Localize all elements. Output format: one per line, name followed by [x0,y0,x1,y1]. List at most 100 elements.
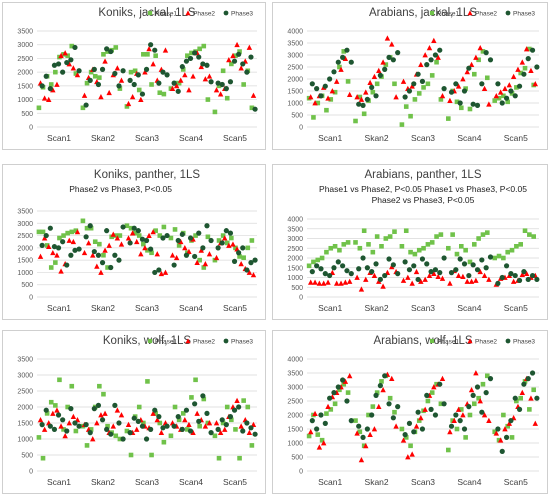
data-point-phase2 [198,63,204,70]
data-point-phase2 [162,47,169,53]
data-point-phase2 [70,238,77,245]
series-phase2 [37,229,257,278]
data-point-phase3 [227,230,234,236]
data-point-phase3 [461,426,468,432]
data-point-phase1 [467,106,473,112]
data-point-phase3 [512,272,518,279]
data-point-phase2 [178,238,184,245]
data-point-phase1 [509,91,515,96]
data-point-phase3 [487,57,494,63]
data-point-phase1 [157,90,163,96]
data-point-phase3 [160,425,166,431]
x-tick-label: Scan5 [223,303,247,313]
data-point-phase1 [514,398,519,404]
data-point-phase1 [216,455,222,461]
panel-koniks-jackal: Koniks, jackal, 1LS Phase1 Phase2 Phase3 0 50… [2,2,266,150]
data-point-phase1 [176,417,182,423]
data-point-phase2 [110,231,116,237]
data-point-phase1 [149,82,154,87]
data-point-phase2 [346,278,353,284]
data-point-phase2 [190,429,196,436]
x-tick-label: Scan3 [135,133,159,143]
data-point-phase3 [204,223,210,229]
data-point-phase1 [454,99,460,105]
data-point-phase1 [84,225,90,231]
data-point-phase2 [234,397,240,404]
data-point-phase1 [471,242,477,247]
y-tick-label: 3500 [287,41,303,48]
data-point-phase2 [138,96,144,102]
data-point-phase3 [406,420,413,426]
data-point-phase2 [169,252,176,258]
data-point-phase1 [353,240,358,245]
y-tick-label: 0 [299,295,303,302]
data-point-phase3 [43,73,49,79]
legend-label-phase2: Phase2 [193,338,215,345]
data-point-phase1 [387,234,393,239]
data-point-phase1 [220,68,226,74]
data-point-phase2 [481,412,488,418]
data-point-phase1 [73,71,79,76]
panel-arabians-wolf: Arabians, wolf, 1LS Phase1 Phase2 Phase3 0 50… [272,330,548,494]
data-point-phase2 [114,65,121,71]
data-point-phase1 [341,49,347,54]
data-point-phase2 [150,410,156,416]
data-point-phase2 [194,410,200,416]
data-point-phase2 [515,66,521,72]
data-point-phase3 [512,395,518,401]
data-point-phase2 [146,46,152,52]
legend-label-phase2: Phase2 [193,10,215,17]
data-point-phase1 [505,99,511,105]
data-point-phase2 [238,261,244,267]
data-point-phase3 [487,376,494,382]
data-point-phase3 [415,276,421,283]
data-point-phase2 [447,97,453,104]
data-point-phase2 [426,272,433,278]
data-point-phase1 [518,395,523,401]
y-tick-label: 500 [291,285,303,292]
data-point-phase1 [416,247,422,253]
data-point-phase3 [322,420,328,426]
data-point-phase1 [201,43,207,49]
data-point-phase2 [464,68,470,75]
data-point-phase1 [136,87,142,93]
y-tick-label: 2500 [287,399,303,406]
data-point-phase3 [196,230,202,236]
data-point-phase3 [95,81,102,88]
data-point-phase3 [171,262,177,268]
data-point-phase3 [135,228,141,234]
data-point-phase1 [205,420,211,426]
data-point-phase2 [202,423,209,429]
data-point-phase1 [522,379,528,384]
data-point-phase1 [180,67,186,72]
data-point-phase3 [248,54,254,60]
data-point-phase1 [531,234,536,239]
y-tick-label: 2500 [17,389,33,396]
series-phase1 [306,228,536,269]
data-point-phase1 [341,242,347,247]
y-tick-label: 3000 [17,42,33,49]
data-point-phase2 [455,272,462,278]
data-point-phase3 [503,434,510,440]
y-tick-label: 0 [29,125,33,132]
data-point-phase2 [316,444,323,450]
data-point-phase3 [437,270,443,276]
data-point-phase3 [395,50,401,56]
data-point-phase1 [501,255,506,261]
data-point-phase3 [360,434,366,440]
data-point-phase2 [486,101,492,107]
data-point-phase3 [424,62,430,68]
data-point-phase3 [395,404,401,410]
data-point-phase3 [43,232,49,239]
data-point-phase3 [335,59,341,65]
data-point-phase3 [139,423,146,429]
data-point-phase3 [508,88,514,94]
data-point-phase3 [160,69,166,75]
data-point-phase1 [53,260,58,265]
data-point-phase1 [403,435,409,440]
data-point-phase3 [331,390,337,396]
y-tick-label: 3500 [17,29,33,36]
data-point-phase3 [200,61,206,67]
data-point-phase1 [216,83,222,89]
